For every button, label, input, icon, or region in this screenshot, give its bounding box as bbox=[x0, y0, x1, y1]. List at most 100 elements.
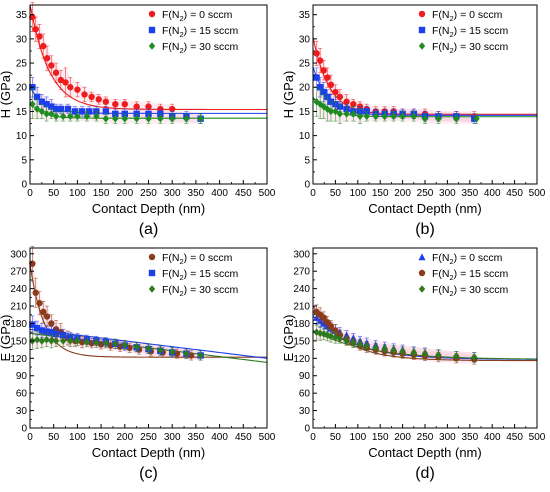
legend-item: F(N2) = 0 sccm bbox=[418, 252, 503, 266]
data-point bbox=[36, 299, 43, 307]
data-point bbox=[43, 313, 51, 320]
legend-item: F(N2) = 30 sccm bbox=[418, 41, 508, 55]
legend-label: F(N2) = 30 sccm bbox=[432, 41, 508, 55]
y-axis-label: E (GPa) bbox=[0, 315, 13, 362]
legend-marker bbox=[418, 10, 426, 18]
data-point bbox=[40, 308, 47, 316]
data-point bbox=[38, 337, 46, 345]
data-point bbox=[390, 346, 397, 354]
data-point bbox=[332, 88, 339, 96]
error-band bbox=[32, 2, 173, 114]
legend-item: F(N2) = 15 sccm bbox=[148, 25, 238, 39]
y-tick-label: 240 bbox=[293, 284, 310, 295]
data-point bbox=[57, 76, 65, 84]
data-point bbox=[133, 103, 140, 110]
x-tick-label: 500 bbox=[259, 432, 276, 443]
x-tick-label: 450 bbox=[506, 432, 523, 443]
x-tick-label: 150 bbox=[93, 188, 110, 199]
x-tick-label: 400 bbox=[484, 432, 501, 443]
y-tick-label: 30 bbox=[299, 406, 311, 417]
legend-marker bbox=[418, 253, 426, 261]
x-tick-label: 50 bbox=[48, 188, 60, 199]
data-point bbox=[57, 105, 65, 113]
y-tick-label: 0 bbox=[21, 424, 27, 435]
data-point bbox=[183, 349, 190, 358]
data-point bbox=[32, 25, 39, 33]
x-tick-label: 400 bbox=[211, 432, 228, 443]
data-point bbox=[81, 91, 88, 98]
legend-item: F(N2) = 30 sccm bbox=[148, 284, 238, 298]
y-tick-label: 10 bbox=[16, 131, 28, 142]
x-tick-label: 450 bbox=[506, 188, 523, 199]
data-point bbox=[36, 33, 43, 40]
x-tick-label: 50 bbox=[48, 432, 60, 443]
data-point bbox=[336, 93, 344, 101]
data-point bbox=[320, 88, 327, 96]
y-tick-label: 20 bbox=[16, 83, 28, 94]
legend-label: F(N2) = 30 sccm bbox=[432, 284, 508, 298]
x-tick-label: 450 bbox=[235, 432, 252, 443]
y-tick-label: 300 bbox=[10, 249, 27, 260]
data-point bbox=[169, 114, 176, 123]
x-tick-label: 400 bbox=[211, 188, 228, 199]
y-axis-label: H (GPa) bbox=[0, 71, 13, 119]
x-axis-label: Contact Depth (nm) bbox=[92, 445, 205, 460]
data-point bbox=[356, 112, 364, 121]
legend-label: F(N2) = 15 sccm bbox=[162, 25, 238, 39]
data-point bbox=[38, 98, 46, 105]
legend-marker bbox=[418, 269, 426, 277]
data-point bbox=[332, 327, 339, 334]
data-point bbox=[356, 340, 364, 349]
y-tick-label: 150 bbox=[10, 336, 27, 347]
data-point bbox=[102, 108, 110, 115]
data-point bbox=[381, 345, 388, 353]
data-point bbox=[52, 337, 60, 345]
data-point bbox=[52, 69, 60, 76]
data-point bbox=[399, 347, 406, 356]
chart-panel-2: 0 50 100 150 200 250 300 350 400 450 500 0 5 10 15 20 25… bbox=[281, 4, 546, 238]
data-point bbox=[33, 105, 41, 113]
data-point bbox=[145, 114, 152, 123]
data-point bbox=[381, 112, 388, 121]
legend-marker bbox=[148, 10, 156, 18]
data-point bbox=[67, 337, 74, 345]
legend-marker bbox=[148, 269, 156, 277]
legend-item: F(N2) = 15 sccm bbox=[148, 268, 238, 282]
data-point bbox=[316, 57, 324, 64]
data-point bbox=[121, 114, 128, 123]
legend-label: F(N2) = 0 sccm bbox=[162, 9, 233, 23]
data-point bbox=[453, 352, 460, 360]
y-tick-label: 180 bbox=[10, 319, 27, 330]
panel-caption: (a) bbox=[139, 221, 159, 238]
legend-item: F(N2) = 30 sccm bbox=[148, 41, 238, 55]
panel-caption: (b) bbox=[415, 221, 435, 238]
data-point bbox=[64, 105, 72, 113]
data-point bbox=[453, 114, 460, 123]
data-point bbox=[197, 351, 204, 360]
x-axis-label: Contact Depth (nm) bbox=[92, 201, 205, 216]
x-tick-label: 350 bbox=[188, 188, 205, 199]
data-point bbox=[145, 344, 152, 353]
data-point bbox=[327, 107, 335, 116]
legend-label: F(N2) = 0 sccm bbox=[432, 252, 503, 266]
data-point bbox=[421, 114, 429, 123]
legend-marker bbox=[148, 42, 156, 50]
y-axis-label: H (GPa) bbox=[281, 71, 296, 119]
data-point bbox=[32, 289, 39, 296]
data-point bbox=[336, 110, 344, 118]
data-point bbox=[350, 100, 357, 108]
data-point bbox=[86, 108, 93, 115]
legend-label: F(N2) = 30 sccm bbox=[162, 284, 238, 298]
legend-marker bbox=[418, 42, 426, 50]
legend-label: F(N2) = 15 sccm bbox=[162, 268, 238, 282]
data-point bbox=[74, 86, 81, 93]
legend-marker bbox=[418, 285, 426, 293]
x-tick-label: 500 bbox=[529, 188, 546, 199]
data-point bbox=[43, 110, 50, 118]
data-point bbox=[473, 114, 480, 123]
x-tick-label: 250 bbox=[140, 432, 157, 443]
data-point bbox=[102, 339, 110, 348]
y-tick-label: 15 bbox=[16, 107, 28, 118]
y-tick-label: 30 bbox=[16, 34, 28, 45]
